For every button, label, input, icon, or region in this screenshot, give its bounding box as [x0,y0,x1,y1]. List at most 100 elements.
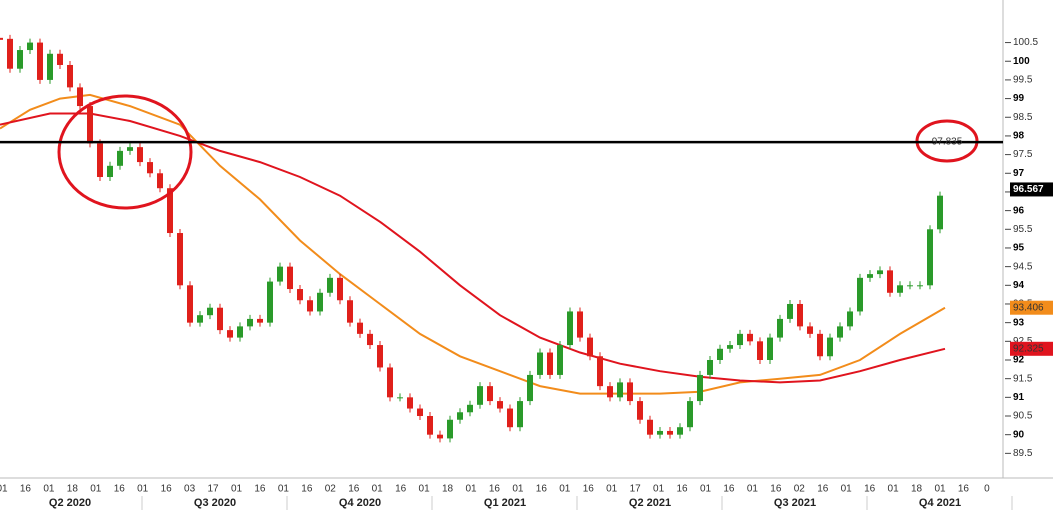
x-tick-label: 01 [934,484,946,495]
last-price-label: 96.567 [1013,184,1044,195]
candle [807,326,813,334]
candle [17,50,23,69]
x-tick-label: 03 [184,484,196,495]
candle [407,397,413,409]
x-tick-label: 16 [20,484,32,495]
candle [427,416,433,435]
candle [677,427,683,435]
moving-average [0,112,946,384]
candle [297,289,303,301]
candle [687,401,693,428]
candle [87,106,93,144]
x-tick-label: 16 [583,484,595,495]
candle [777,318,783,338]
candle [547,352,553,375]
y-tick-label: 97.5 [1013,149,1033,160]
x-tick-label: 16 [536,484,548,495]
x-tick-label: 0 [984,484,990,495]
x-tick-label: 01 [419,484,431,495]
candle [127,147,133,151]
y-tick-label: 99.5 [1013,75,1033,86]
candle [637,401,643,420]
candle [487,386,493,402]
y-tick-label: 93 [1013,317,1025,328]
x-tick-label: 01 [747,484,759,495]
y-tick-label: 94 [1013,280,1025,291]
candle [827,337,833,357]
candle [327,277,333,293]
candle [577,311,583,338]
quarter-label: Q4 2021 [919,497,961,509]
x-tick-label: 18 [442,484,454,495]
quarter-label: Q3 2020 [194,497,236,509]
candle [217,307,223,331]
x-tick-label: 01 [137,484,149,495]
candle [197,315,203,323]
candle [257,318,263,323]
x-tick-label: 01 [653,484,665,495]
candle [247,318,253,327]
candle [697,374,703,402]
y-tick-label: 97 [1013,168,1025,179]
candle [507,408,513,428]
candle [97,143,103,178]
candle [537,352,543,375]
highlight-circle [57,94,193,210]
candle [317,292,323,312]
candle [717,348,723,360]
candle [767,337,773,360]
x-tick-label: 16 [770,484,782,495]
candle [267,281,273,323]
candle [877,270,883,275]
y-tick-label: 91.5 [1013,373,1033,384]
y-tick-label: 99 [1013,93,1025,104]
x-tick-label: 01 [512,484,524,495]
candle [67,64,73,88]
candle [497,401,503,409]
x-tick-label: 01 [888,484,900,495]
x-tick-label: 01 [43,484,55,495]
price-tag-label: 92.325 [1013,343,1044,354]
candle [287,266,293,290]
candle [47,53,53,80]
candle [447,419,453,439]
candle [207,307,213,316]
candle [847,311,853,327]
candle [737,333,743,346]
x-tick-label: 01 [700,484,712,495]
quarter-label: Q4 2020 [339,497,381,509]
x-tick-label: 16 [958,484,970,495]
candle [187,285,193,323]
x-tick-label: 16 [114,484,126,495]
x-tick-label: 01 [606,484,618,495]
x-tick-label: 16 [817,484,829,495]
x-tick-label: 02 [794,484,806,495]
candle [937,195,943,230]
price-tag-label: 93.406 [1013,302,1044,313]
candle [707,359,713,375]
candle [377,345,383,368]
candle [627,382,633,402]
x-tick-label: 16 [864,484,876,495]
candle [667,430,673,435]
candle [27,42,33,51]
moving-average [0,93,946,395]
candle [467,404,473,413]
y-tick-label: 98.5 [1013,112,1033,123]
candle [857,277,863,312]
quarter-label: Q3 2021 [774,497,816,509]
candle [277,266,283,282]
quarter-label: Q2 2021 [629,497,671,509]
candle [867,274,873,278]
y-tick-label: 89.5 [1013,448,1033,459]
candle [597,356,603,387]
x-tick-label: 02 [325,484,337,495]
candle [357,322,363,334]
candle [167,188,173,234]
candle [517,401,523,428]
candle [917,285,923,287]
x-tick-label: 18 [911,484,923,495]
candle [57,53,63,65]
y-tick-label: 95 [1013,243,1025,254]
